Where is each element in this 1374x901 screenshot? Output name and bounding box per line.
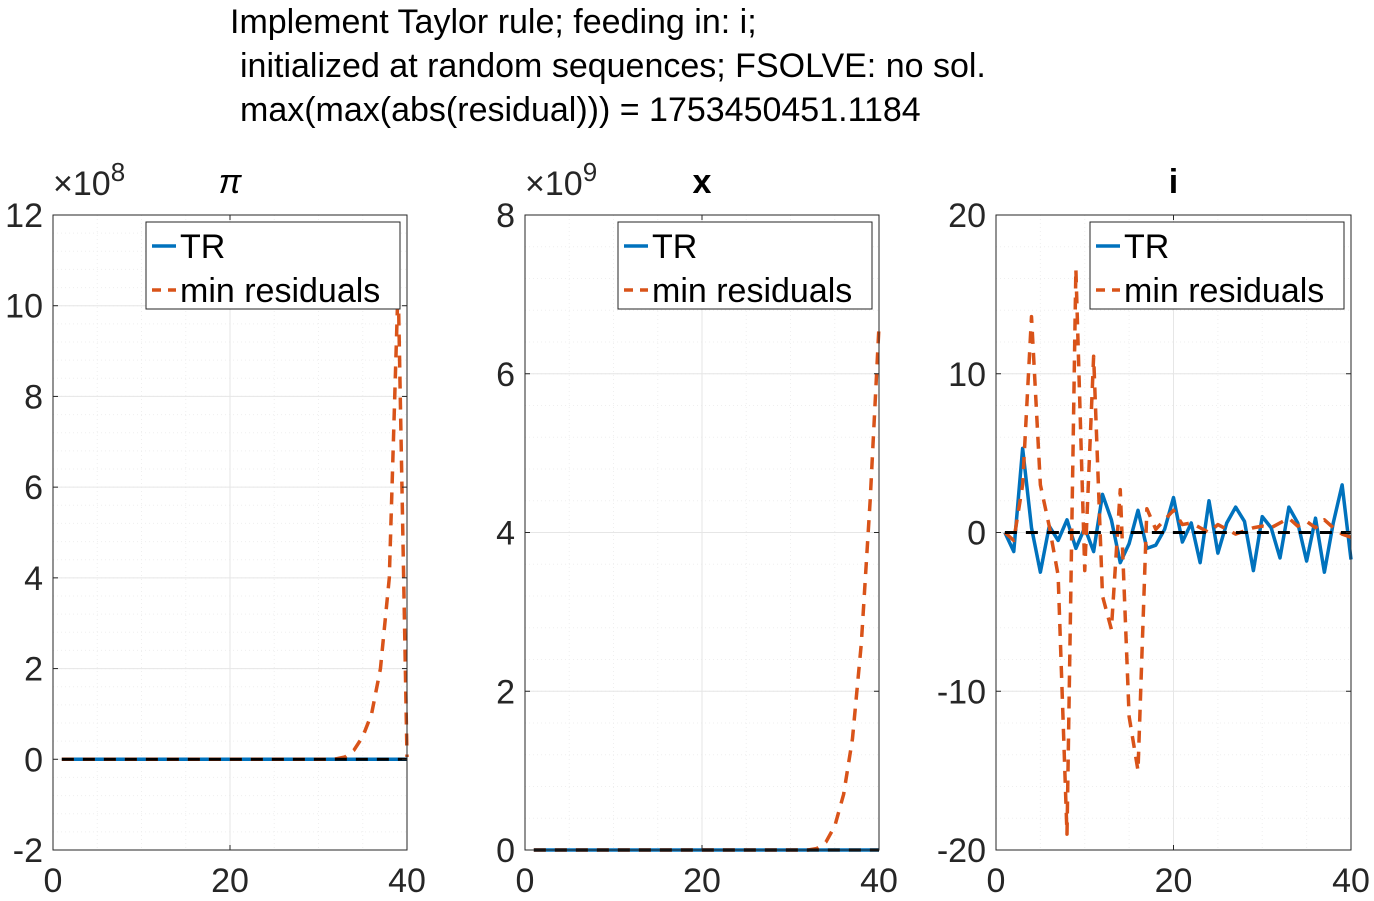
legend-label: min residuals: [1124, 272, 1324, 310]
x-tick-label: 0: [516, 862, 535, 900]
legend-label: TR: [652, 228, 697, 266]
legend: TR min residuals: [145, 221, 401, 310]
x-tick-label: 40: [1332, 862, 1370, 900]
x-tick-label: 0: [987, 862, 1006, 900]
y-tick-label: 8: [496, 197, 515, 235]
y-tick-label: 2: [496, 673, 515, 711]
legend-box: [145, 221, 401, 310]
y-tick-label: 6: [496, 356, 515, 394]
y-tick-label: 2: [24, 651, 43, 689]
legend-label: TR: [1124, 228, 1169, 266]
y-tick-label: 12: [5, 197, 43, 235]
axis-exponent-label: ×108: [53, 157, 125, 203]
legend-label: min residuals: [180, 272, 380, 310]
figure-title: Implement Taylor rule; feeding in: i; in…: [230, 0, 1130, 132]
axis-exponent-label: ×109: [525, 157, 597, 203]
y-tick-label: -10: [937, 673, 986, 711]
legend: TR min residuals: [1089, 221, 1345, 310]
x-tick-label: 20: [683, 862, 721, 900]
y-tick-label: 0: [967, 515, 986, 553]
y-tick-label: 6: [24, 469, 43, 507]
x-tick-label: 40: [860, 862, 898, 900]
y-tick-label: 8: [24, 378, 43, 416]
series-line-tr: [1003, 446, 1353, 574]
y-tick-label: 0: [24, 741, 43, 779]
chart-title: π: [219, 163, 243, 201]
x-tick-label: 40: [388, 862, 426, 900]
y-tick-label: 20: [948, 197, 986, 235]
figure-title-line-1: Implement Taylor rule; feeding in: i;: [230, 3, 757, 41]
y-tick-label: 4: [496, 515, 515, 553]
legend-box: [617, 221, 873, 310]
x-tick-label: 20: [1155, 862, 1193, 900]
y-tick-label: 0: [496, 832, 515, 870]
legend-box: [1089, 221, 1345, 310]
y-tick-label: -2: [13, 832, 43, 870]
x-tick-label: 0: [44, 862, 63, 900]
x-tick-label: 20: [211, 862, 249, 900]
chart-panel-2: 0 2 4 6 8 0 20 40 ×109 x TR min residuals: [496, 157, 898, 900]
legend-label: min residuals: [652, 272, 852, 310]
legend-label: TR: [180, 228, 225, 266]
y-tick-label: 10: [5, 288, 43, 326]
figure-title-line-2: initialized at random sequences; FSOLVE:…: [240, 47, 986, 85]
chart-title: i: [1169, 163, 1178, 201]
figure-title-line-3: max(max(abs(residual))) = 1753450451.118…: [240, 91, 921, 129]
series-line-min-residuals: [1003, 267, 1352, 836]
legend: TR min residuals: [617, 221, 873, 310]
y-tick-label: 4: [24, 560, 43, 598]
y-tick-label: -20: [937, 832, 986, 870]
chart-title: x: [693, 163, 712, 201]
y-tick-label: 10: [948, 356, 986, 394]
chart-panel-3: -20 -10 0 10 20 0 20 40 iTR min residuals: [937, 163, 1370, 900]
